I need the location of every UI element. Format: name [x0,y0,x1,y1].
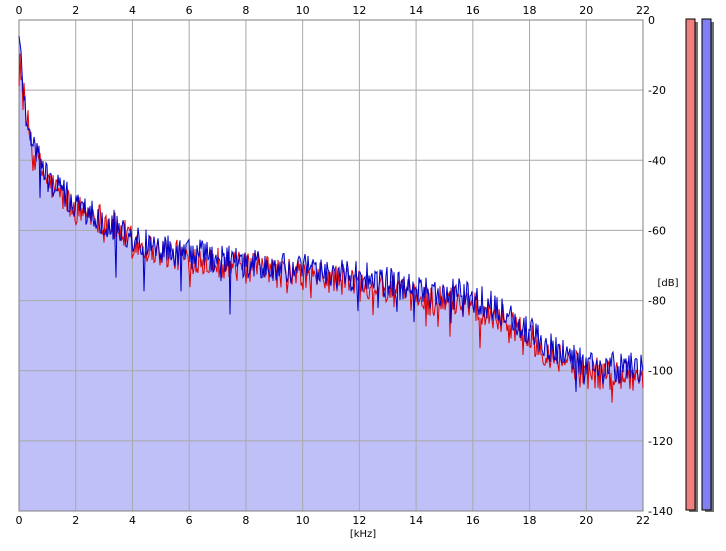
grid-layer [18,19,644,512]
spectrum-lines [18,36,644,403]
x-tick-label-top-5: 10 [296,4,310,17]
x-tick-labels-top: 0 2 4 6 8 10 12 14 16 18 20 22 [16,4,651,17]
y-tick-label-3: -60 [648,224,666,237]
plot-frame [18,19,644,512]
x-tick-label-top-9: 18 [523,4,537,17]
y-tick-label-1: -20 [648,84,666,97]
spectrum-fill-layer [19,36,643,511]
x-tick-label-top-0: 0 [16,4,23,17]
x-tick-label-bottom-9: 18 [523,514,537,527]
spectrum-fill-area [19,36,643,511]
x-axis-title: [kHz] [350,529,376,540]
spectrum-line-right-channel [18,36,644,392]
y-tick-label-0: 0 [648,14,655,27]
x-tick-label-bottom-1: 2 [72,514,79,527]
y-tick-label-4: -80 [648,295,666,308]
x-tick-label-top-1: 2 [72,4,79,17]
x-tick-label-top-10: 20 [579,4,593,17]
x-tick-label-bottom-11: 22 [636,514,650,527]
y-tick-label-2: -40 [648,154,666,167]
x-tick-label-top-2: 4 [129,4,136,17]
x-tick-label-bottom-10: 20 [579,514,593,527]
x-tick-label-top-7: 14 [409,4,423,17]
y-tick-label-6: -120 [648,435,673,448]
x-tick-label-bottom-4: 8 [242,514,249,527]
level-meter-left [685,18,696,511]
x-tick-label-bottom-5: 10 [296,514,310,527]
x-tick-label-bottom-3: 6 [186,514,193,527]
x-tick-labels-bottom: 0 2 4 6 8 10 12 14 16 18 20 22 [16,514,651,527]
level-meters [685,18,714,512]
x-tick-label-bottom-7: 14 [409,514,423,527]
level-meter-right [701,18,712,511]
y-tick-label-5: -100 [648,365,673,378]
x-tick-label-top-4: 8 [242,4,249,17]
x-tick-label-top-11: 22 [636,4,650,17]
x-tick-label-bottom-6: 12 [352,514,366,527]
x-tick-label-bottom-8: 16 [466,514,480,527]
x-tick-label-top-8: 16 [466,4,480,17]
x-tick-label-top-6: 12 [352,4,366,17]
y-axis-title: [dB] [657,278,678,289]
y-tick-label-7: -140 [648,505,673,518]
x-tick-label-bottom-2: 4 [129,514,136,527]
y-tick-labels: 0 -20 -40 -60 -80 -100 -120 -140 [648,14,673,518]
x-tick-label-top-3: 6 [186,4,193,17]
x-tick-label-bottom-0: 0 [16,514,23,527]
